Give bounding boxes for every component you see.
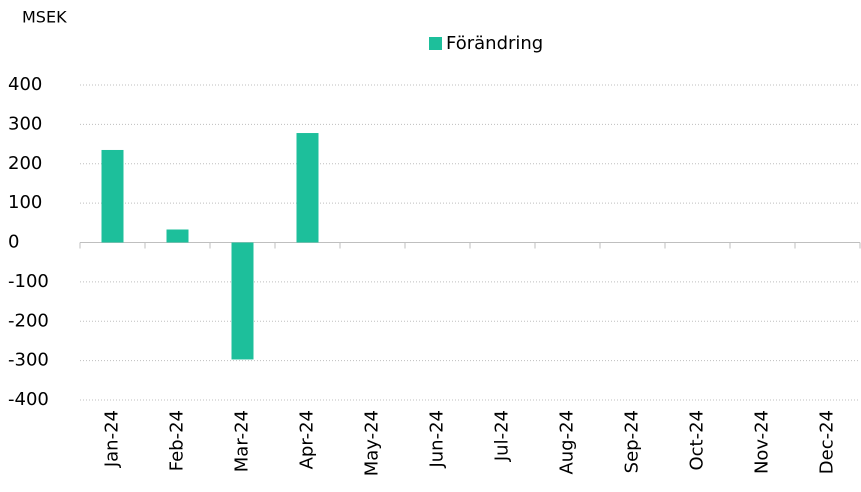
y-tick-label: 0 [8,232,19,253]
y-tick-label: -100 [8,271,49,292]
bar [231,242,254,360]
x-tick-label: Jan-24 [102,410,123,468]
y-tick-label: 300 [8,113,42,134]
x-tick-label: Dec-24 [817,410,838,474]
legend-label: Förändring [446,33,543,54]
y-tick-label: -400 [8,389,49,410]
x-tick-label: Feb-24 [167,410,188,471]
y-tick-label: 400 [8,74,42,95]
x-tick-label: Apr-24 [297,410,318,469]
y-tick-label: 100 [8,192,42,213]
y-axis-label: MSEK [22,8,67,27]
bar [296,133,319,243]
x-tick-label: Sep-24 [622,410,643,473]
x-tick-label: Oct-24 [687,410,708,471]
legend-swatch [429,37,442,50]
y-tick-label: -200 [8,310,49,331]
x-tick-label: Aug-24 [557,410,578,475]
x-tick-label: Nov-24 [752,410,773,474]
bar [101,149,124,243]
x-tick-label: Jul-24 [492,410,513,462]
bar [166,229,189,243]
y-tick-label: -300 [8,350,49,371]
y-tick-label: 200 [8,153,42,174]
x-tick-label: May-24 [362,410,383,476]
x-tick-label: Mar-24 [232,410,253,472]
x-tick-label: Jun-24 [427,410,448,469]
